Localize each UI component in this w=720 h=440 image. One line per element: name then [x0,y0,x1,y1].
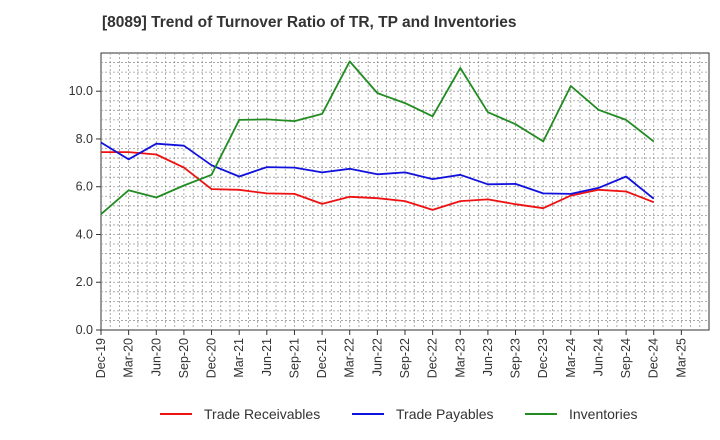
x-tick-label: Sep-23 [509,338,523,378]
x-tick-label: Mar-22 [343,338,357,378]
legend-label-inventories: Inventories [569,406,637,422]
x-tick-label: Jun-23 [481,338,495,376]
x-tick-label: Mar-24 [564,338,578,378]
y-tick-label: 10.0 [69,84,93,98]
x-tick-label: Jun-21 [260,338,274,376]
chart-title: [8089] Trend of Turnover Ratio of TR, TP… [102,14,517,31]
x-tick-label: Jun-24 [591,338,605,376]
legend: Trade Receivables Trade Payables Inventori… [160,406,637,422]
y-tick-label: 4.0 [76,227,93,241]
series-line-inventories [100,60,655,215]
series-line-trade-payables [100,141,655,200]
x-tick-label: Mar-25 [674,338,688,378]
x-tick-label: Dec-21 [315,338,329,378]
x-tick-label: Dec-22 [426,338,440,378]
x-tick-label: Mar-23 [453,338,467,378]
y-tick-label: 6.0 [76,180,93,194]
y-tick-label: 0.0 [76,323,93,337]
x-tick-label: Mar-20 [122,338,136,378]
series-layer [100,60,655,215]
y-tick-label: 2.0 [76,275,93,289]
x-tick-label: Dec-24 [647,338,661,378]
legend-label-trade-receivables: Trade Receivables [204,406,320,422]
y-axis: 0.0 2.0 4.0 6.0 8.0 10.0 [69,84,101,337]
x-tick-label: Jun-20 [149,338,163,376]
x-tick-label: Sep-21 [287,338,301,378]
x-tick-label: Sep-20 [177,338,191,378]
plot-area [100,52,710,331]
series-line-trade-receivables [101,151,655,211]
y-tick-label: 8.0 [76,132,93,146]
x-axis: Dec-19 Mar-20 Jun-20 Sep-20 Dec-20 Mar-21 Jun-… [94,330,688,378]
x-tick-label: Dec-23 [536,338,550,378]
x-tick-label: Sep-22 [398,338,412,378]
x-tick-label: Dec-20 [205,338,219,378]
legend-label-trade-payables: Trade Payables [396,406,494,422]
x-tick-label: Dec-19 [94,338,108,378]
plot-frame [100,52,710,331]
x-tick-label: Mar-21 [232,338,246,378]
x-tick-label: Jun-22 [370,338,384,376]
x-tick-label: Sep-24 [619,338,633,378]
